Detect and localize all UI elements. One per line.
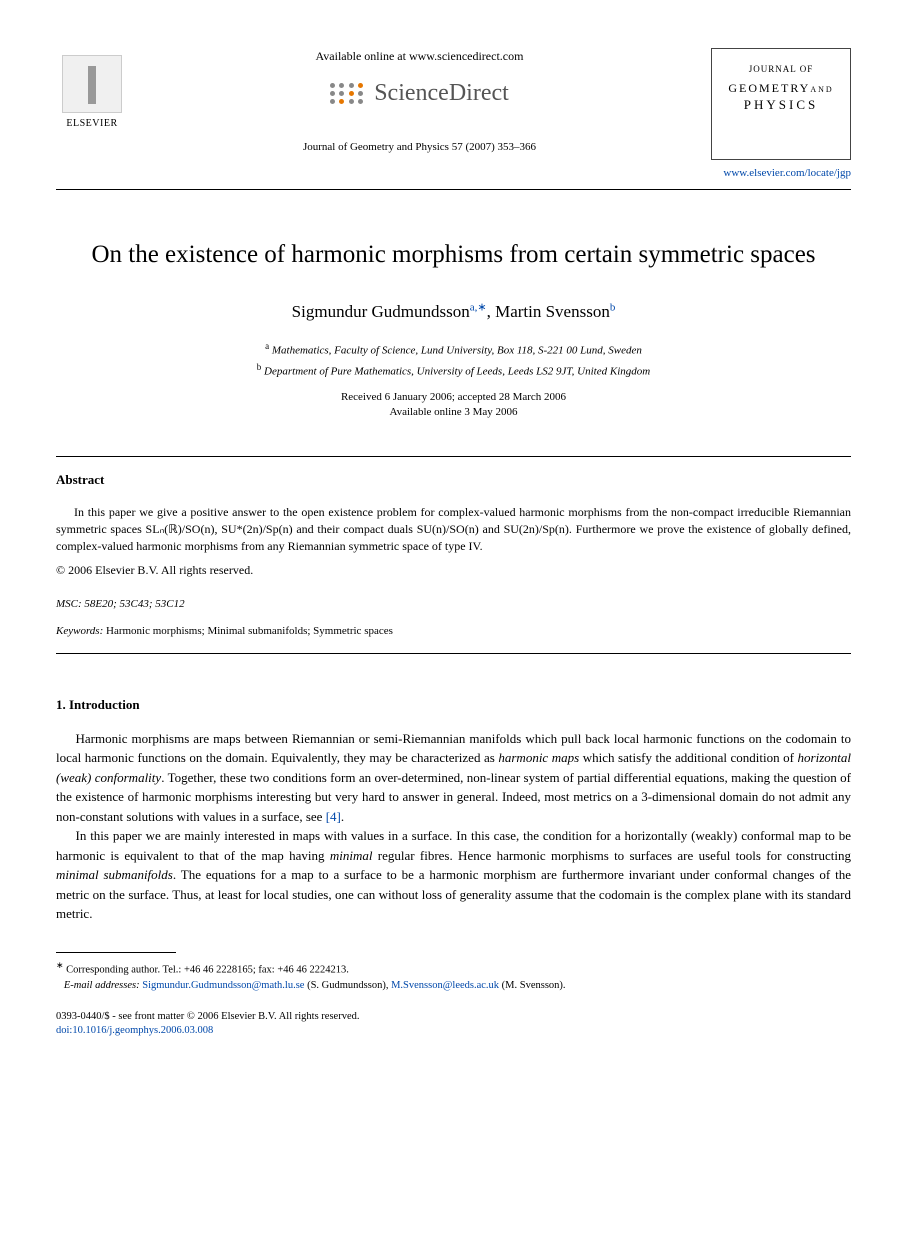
journal-cover-box: JOURNAL OF GEOMETRYAND PHYSICS (711, 48, 851, 160)
author-1: Sigmundur Gudmundsson (292, 302, 470, 321)
elsevier-tree-icon (62, 55, 122, 113)
author-2-affil-link[interactable]: b (610, 301, 616, 313)
page-header: ELSEVIER Available online at www.science… (56, 48, 851, 181)
elsevier-logo: ELSEVIER (56, 48, 128, 138)
history-dates: Received 6 January 2006; accepted 28 Mar… (56, 390, 851, 421)
section-1-heading: 1. Introduction (56, 696, 851, 714)
msc-line: MSC: 58E20; 53C43; 53C12 (56, 597, 851, 612)
ref-4-link[interactable]: [4] (326, 809, 341, 824)
jb-line2: GEOMETRYAND (718, 80, 844, 97)
author-sep: , (487, 302, 496, 321)
section-1-body: Harmonic morphisms are maps between Riem… (56, 729, 851, 924)
affiliation-a: a Mathematics, Faculty of Science, Lund … (56, 340, 851, 359)
email-1-link[interactable]: Sigmundur.Gudmundsson@math.lu.se (142, 980, 304, 991)
elsevier-label: ELSEVIER (66, 117, 117, 131)
email-line: E-mail addresses: Sigmundur.Gudmundsson@… (56, 978, 851, 994)
intro-p1: Harmonic morphisms are maps between Riem… (56, 729, 851, 827)
jb-line1: JOURNAL OF (718, 63, 844, 76)
abstract-body: In this paper we give a positive answer … (56, 504, 851, 556)
intro-p2: In this paper we are mainly interested i… (56, 826, 851, 924)
corr-author-line: ∗ Corresponding author. Tel.: +46 46 222… (56, 959, 851, 978)
affiliation-b: b Department of Pure Mathematics, Univer… (56, 361, 851, 380)
abstract-p1: In this paper we give a positive answer … (56, 504, 851, 556)
keywords-line: Keywords: Harmonic morphisms; Minimal su… (56, 624, 851, 639)
journal-reference: Journal of Geometry and Physics 57 (2007… (148, 140, 691, 155)
journal-link-row: www.elsevier.com/locate/jgp (711, 166, 851, 181)
journal-homepage-link[interactable]: www.elsevier.com/locate/jgp (723, 167, 851, 179)
footnote-rule (56, 952, 176, 953)
abstract-rule-top (56, 456, 851, 457)
abstract-heading: Abstract (56, 471, 851, 489)
online-date: Available online 3 May 2006 (56, 405, 851, 420)
header-rule (56, 189, 851, 190)
doi-line: doi:10.1016/j.geomphys.2006.03.008 (56, 1024, 851, 1039)
sd-dots-icon (330, 83, 364, 104)
corresponding-author-footnote: ∗ Corresponding author. Tel.: +46 46 222… (56, 959, 851, 994)
available-online-text: Available online at www.sciencedirect.co… (148, 48, 691, 65)
center-header: Available online at www.sciencedirect.co… (128, 48, 711, 155)
email-2-link[interactable]: M.Svensson@leeds.ac.uk (391, 980, 499, 991)
abstract-rule-bottom (56, 653, 851, 654)
authors-line: Sigmundur Gudmundssona,∗, Martin Svensso… (56, 300, 851, 324)
journal-box-wrap: JOURNAL OF GEOMETRYAND PHYSICS www.elsev… (711, 48, 851, 181)
received-date: Received 6 January 2006; accepted 28 Mar… (56, 390, 851, 405)
article-footer: 0393-0440/$ - see front matter © 2006 El… (56, 1010, 851, 1039)
issn-line: 0393-0440/$ - see front matter © 2006 El… (56, 1010, 851, 1025)
author-2: Martin Svensson (495, 302, 610, 321)
author-1-affil-link[interactable]: a,∗ (470, 301, 487, 313)
jb-line3: PHYSICS (718, 96, 844, 114)
article-title: On the existence of harmonic morphisms f… (56, 238, 851, 272)
sciencedirect-text: ScienceDirect (374, 77, 509, 111)
abstract-copyright: © 2006 Elsevier B.V. All rights reserved… (56, 562, 851, 579)
sciencedirect-logo: ScienceDirect (330, 77, 509, 111)
doi-link[interactable]: doi:10.1016/j.geomphys.2006.03.008 (56, 1025, 213, 1036)
